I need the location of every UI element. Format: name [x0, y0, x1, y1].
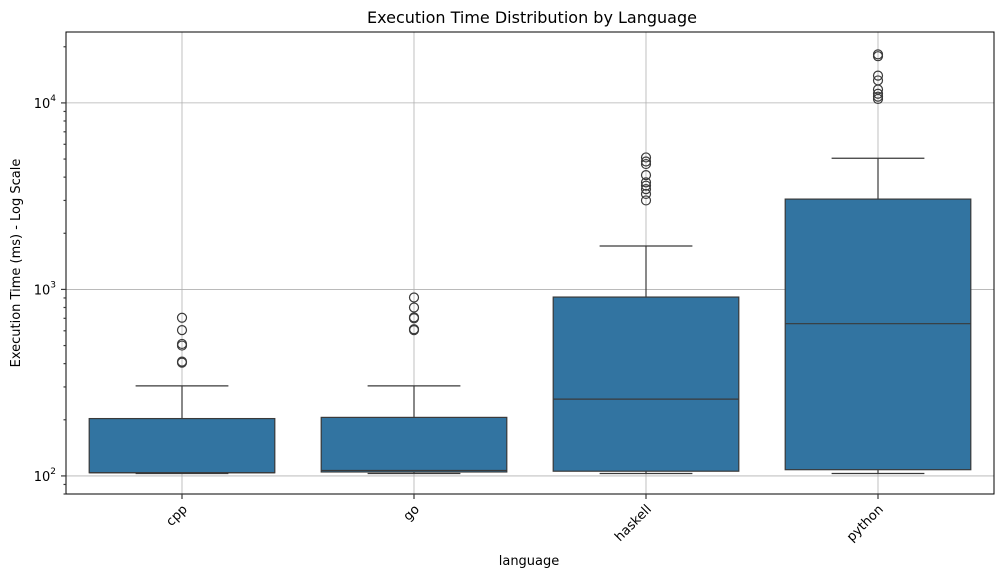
iqr-box: [784, 198, 972, 471]
outlier-point: [176, 338, 188, 350]
outlier-point: [640, 156, 652, 167]
iqr-box: [320, 416, 508, 473]
outlier-point: [640, 170, 652, 181]
x-tick-label: cpp: [163, 502, 190, 529]
outlier-point: [408, 312, 420, 323]
outlier-point: [872, 70, 884, 81]
y-tick-label: 103: [34, 280, 56, 298]
outlier-point: [872, 88, 884, 99]
outlier-point: [408, 292, 420, 303]
outlier-point: [640, 180, 652, 191]
box-cpp: [88, 312, 276, 475]
x-axis-label: language: [499, 554, 560, 569]
y-tick-label: 102: [34, 467, 56, 485]
outlier-point: [872, 49, 884, 60]
y-tick-label: 104: [34, 94, 57, 112]
outlier-point: [872, 91, 884, 102]
outlier-point: [640, 177, 652, 188]
box-python: [784, 49, 972, 475]
outlier-point: [408, 302, 420, 313]
y-axis-label: Execution Time (ms) - Log Scale: [9, 159, 24, 368]
outlier-point: [872, 75, 884, 86]
outlier-point: [640, 188, 652, 200]
plot-frame: [65, 31, 995, 495]
chart-title: Execution Time Distribution by Language: [367, 8, 697, 27]
box-haskell: [552, 152, 740, 475]
x-tick-label: haskell: [612, 502, 655, 545]
outlier-point: [640, 158, 652, 170]
y-axis-ticks: 102 103 104: [34, 46, 66, 495]
box-series: [88, 49, 972, 475]
outlier-point: [176, 325, 188, 336]
iqr-box: [88, 417, 276, 474]
x-axis-ticks: cpp go haskell python: [163, 494, 887, 545]
outlier-point: [176, 312, 188, 323]
x-tick-label: go: [401, 502, 423, 524]
outlier-point: [640, 195, 652, 206]
outlier-point: [408, 324, 420, 335]
outlier-point: [640, 152, 652, 163]
box-go: [320, 292, 508, 475]
iqr-box: [552, 296, 740, 472]
outlier-point: [176, 356, 188, 367]
x-tick-label: python: [844, 502, 887, 545]
outlier-point: [640, 184, 652, 195]
